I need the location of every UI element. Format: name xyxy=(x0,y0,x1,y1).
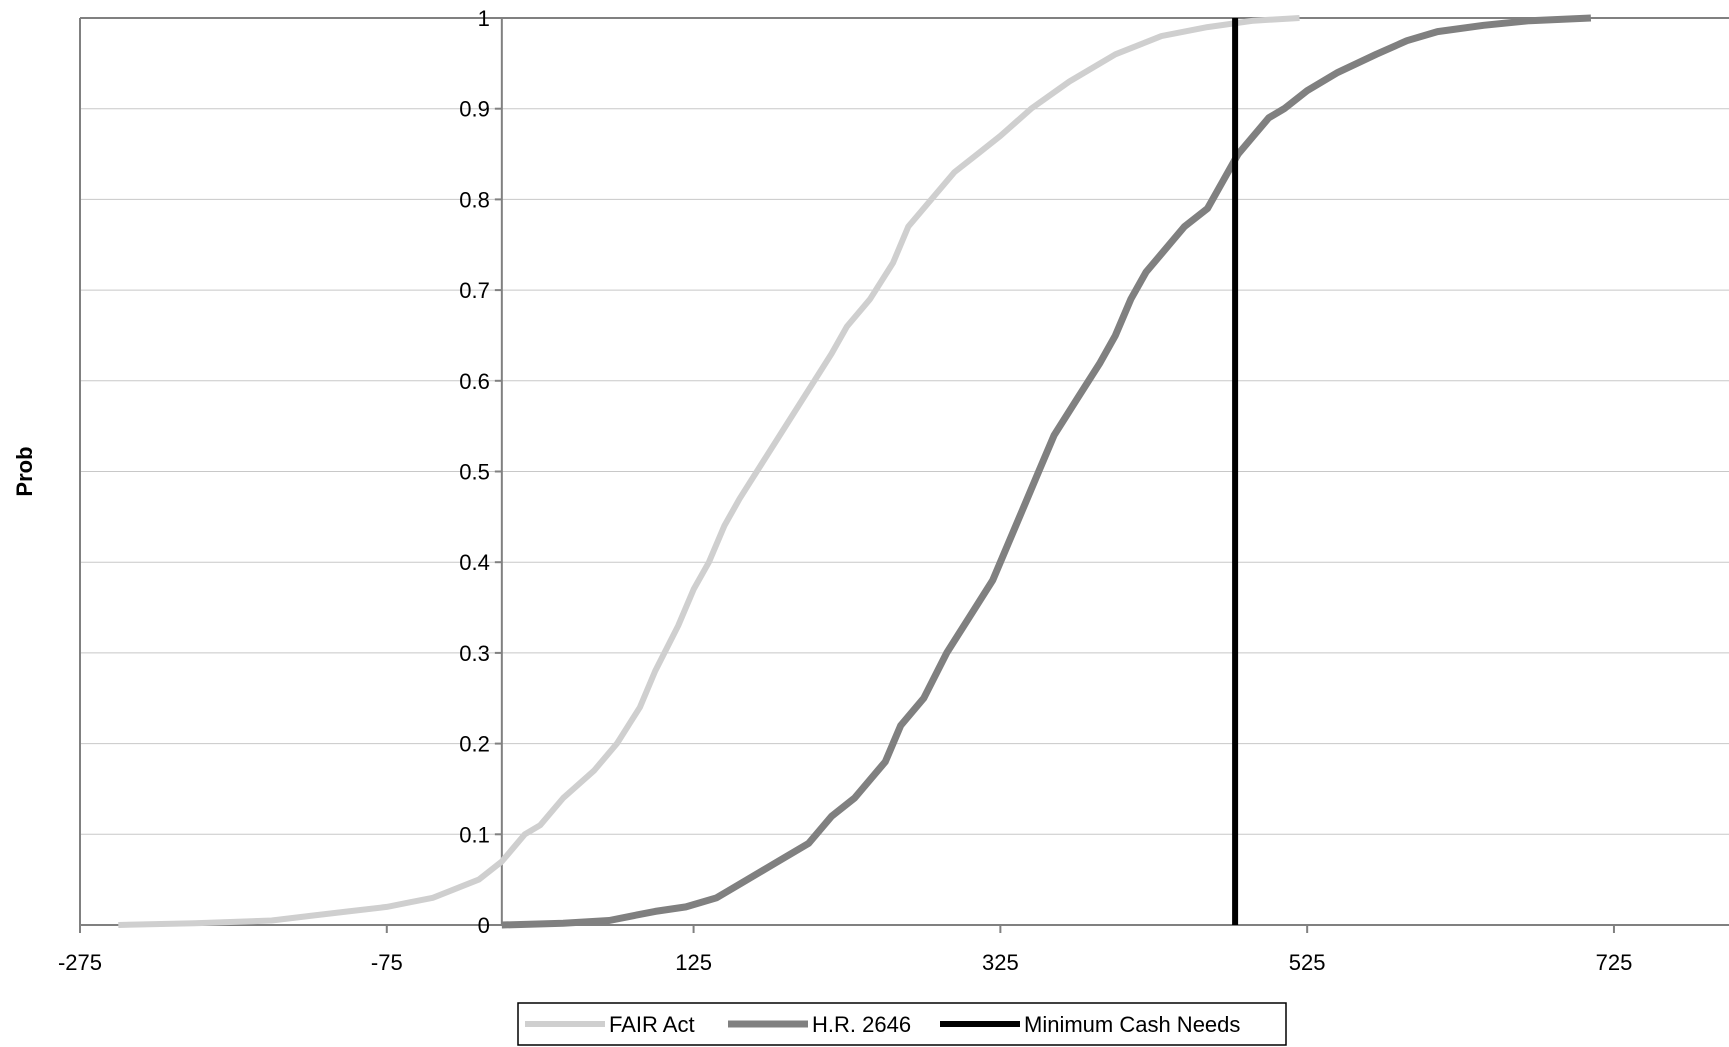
y-tick-label: 0.1 xyxy=(459,822,490,847)
x-tick-label: 525 xyxy=(1289,950,1326,975)
series-line-fair-act xyxy=(118,15,1300,928)
legend-label: FAIR Act xyxy=(609,1012,695,1037)
x-tick-label: 725 xyxy=(1596,950,1633,975)
y-tick-label: 0.5 xyxy=(459,460,490,485)
series-line-h-r-2646 xyxy=(501,14,1592,929)
y-tick-label: 0.9 xyxy=(459,97,490,122)
x-tick-label: -275 xyxy=(58,950,102,975)
y-tick-label: 0.4 xyxy=(459,550,490,575)
y-tick-label: 0 xyxy=(478,913,490,938)
y-tick-label: 0.6 xyxy=(459,369,490,394)
legend-label: Minimum Cash Needs xyxy=(1024,1012,1240,1037)
x-tick-label: 325 xyxy=(982,950,1019,975)
y-tick-label: 0.3 xyxy=(459,641,490,666)
x-tick-label: 125 xyxy=(675,950,712,975)
legend-label: H.R. 2646 xyxy=(812,1012,911,1037)
y-tick-label: 0.2 xyxy=(459,732,490,757)
x-tick-label: -75 xyxy=(371,950,403,975)
y-axis-title: Prob xyxy=(12,446,37,496)
y-tick-label: 0.7 xyxy=(459,278,490,303)
legend-box xyxy=(517,1002,1287,1046)
y-tick-label: 0.8 xyxy=(459,187,490,212)
y-tick-label: 1 xyxy=(478,6,490,31)
